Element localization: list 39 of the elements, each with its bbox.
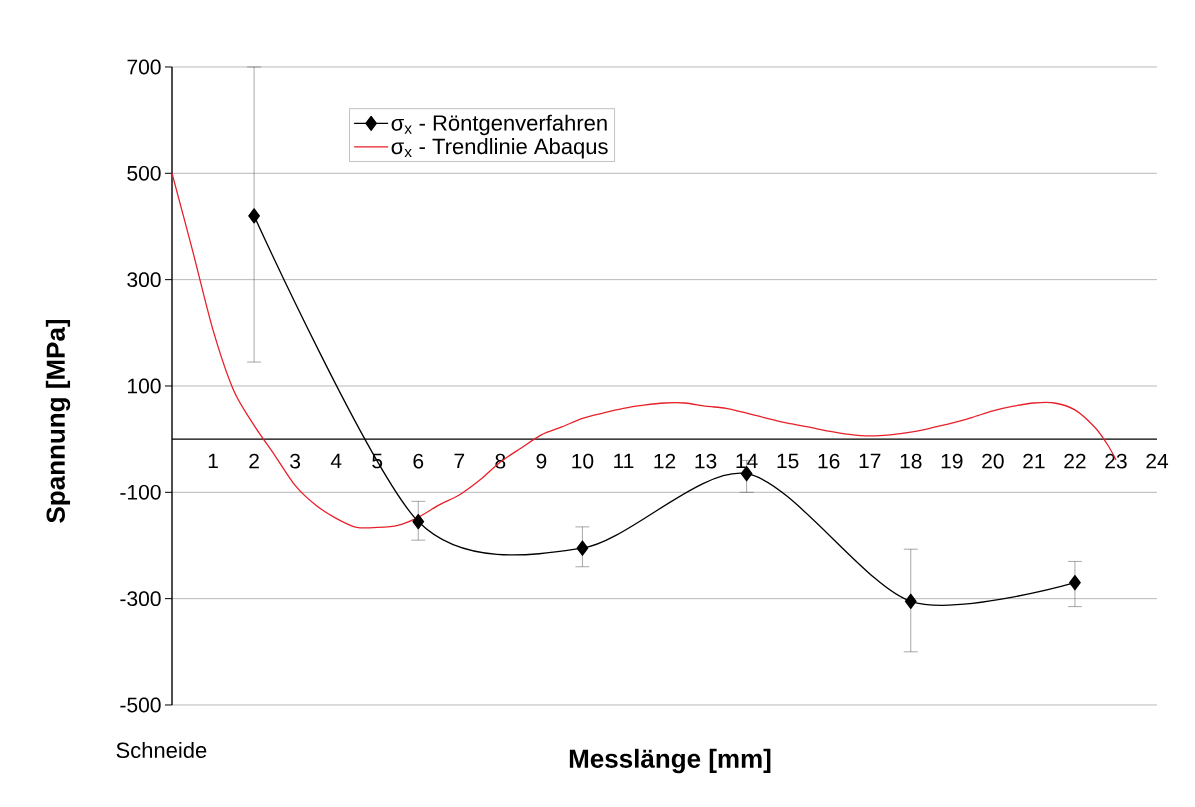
- point: [576, 540, 589, 556]
- x-tick-label: 23: [1105, 453, 1127, 469]
- x-tick-label: 15: [777, 453, 799, 469]
- legend-label: σ$_{x}$ - Röntgenverfahren: [391, 114, 607, 136]
- y-tick-label: 300: [127, 272, 161, 288]
- point: [248, 208, 260, 224]
- x-tick-label: 9: [536, 453, 547, 469]
- y-tick-label: -300: [120, 591, 161, 607]
- y-axis-title: Spannung [MPa]: [45, 319, 71, 523]
- x-tick-label: 1: [208, 453, 218, 469]
- point: [1069, 575, 1081, 591]
- x-tick-label: 21: [1023, 453, 1045, 469]
- x-tick-label: 20: [982, 453, 1004, 469]
- x-tick-label: 3: [290, 453, 301, 469]
- x-tick-label: 7: [454, 453, 465, 469]
- point: [904, 593, 917, 609]
- x-tick-label: 2: [249, 453, 259, 469]
- x-tick-label: 12: [654, 453, 676, 469]
- x-tick-label: 14: [736, 453, 758, 469]
- y-tick-label: 100: [128, 378, 161, 394]
- y-tick-label: -500: [120, 697, 161, 713]
- y-tick-label: 500: [127, 165, 161, 181]
- text: Schneide: [116, 741, 207, 759]
- x-tick-label: 22: [1064, 453, 1086, 469]
- x-tick-label: 16: [818, 453, 840, 469]
- x-tick-label: 11: [614, 453, 634, 469]
- y-tick-label: 700: [127, 59, 161, 75]
- x-tick-label: 13: [695, 453, 717, 469]
- x-axis-title: Messlänge [mm]: [569, 748, 771, 774]
- point: [412, 513, 425, 530]
- x-tick-label: 17: [859, 453, 881, 469]
- y-tick-label: -100: [120, 484, 161, 500]
- x-tick-label: 10: [572, 453, 594, 469]
- x-tick-label: 4: [330, 453, 342, 469]
- legend-label: σ$_{x}$ - Trendlinie Abaqus: [391, 138, 608, 159]
- x-tick-label: 18: [900, 453, 922, 469]
- x-tick-label: 19: [941, 453, 963, 469]
- x-tick-label: 6: [413, 453, 424, 469]
- x-tick-label: 24: [1146, 453, 1169, 469]
